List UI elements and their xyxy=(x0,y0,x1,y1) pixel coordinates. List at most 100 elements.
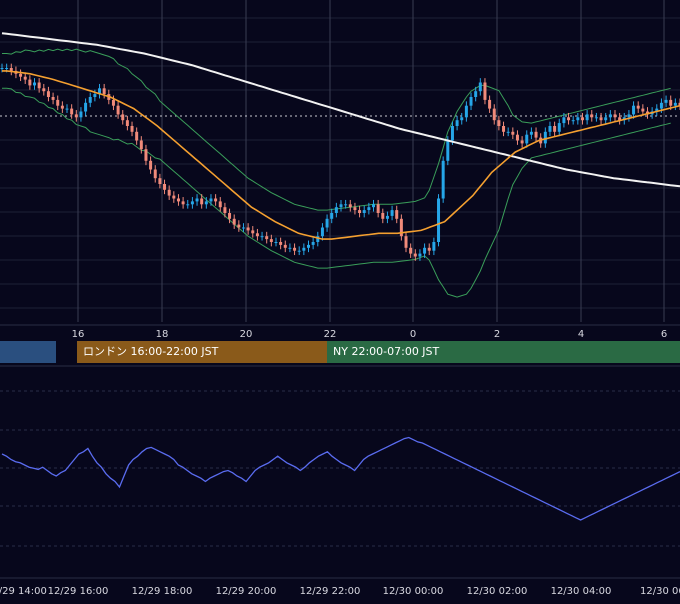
candle-body xyxy=(28,80,31,86)
oscillator-axis-tick-label: 12/30 02:00 xyxy=(467,586,528,597)
candle-body xyxy=(340,204,343,207)
oscillator-axis-tick-label: 12/29 16:00 xyxy=(48,586,109,597)
candle-body xyxy=(307,245,310,248)
bollinger-upper xyxy=(2,49,671,210)
candle-body xyxy=(391,210,394,216)
candle-body xyxy=(507,132,510,133)
candle-body xyxy=(627,114,630,117)
oscillator-axis-tick-label: 12/29 14:00 xyxy=(0,586,47,597)
candle-body xyxy=(381,213,384,219)
price-axis-tick-label: 20 xyxy=(240,329,253,340)
candle-body xyxy=(209,199,212,202)
candle-body xyxy=(168,190,171,196)
candle-body xyxy=(223,207,226,213)
candle-body xyxy=(353,207,356,210)
candle-body xyxy=(131,126,134,132)
price-axis-tick-label: 6 xyxy=(661,329,667,340)
candle-body xyxy=(395,210,398,219)
candle-body xyxy=(548,126,551,132)
candle-body xyxy=(205,201,208,204)
candle-body xyxy=(10,68,13,71)
candle-body xyxy=(214,199,217,202)
oscillator-series xyxy=(2,438,680,521)
candle-body xyxy=(613,114,616,117)
candle-body xyxy=(321,228,324,237)
candle-body xyxy=(409,248,412,254)
candle-body xyxy=(19,74,22,77)
candle-body xyxy=(511,132,514,135)
candle-body xyxy=(330,213,333,219)
candle-body xyxy=(75,114,78,117)
candle-body xyxy=(219,201,222,207)
candle-body xyxy=(261,236,264,237)
candle-body xyxy=(293,248,296,251)
candle-body xyxy=(660,103,663,109)
candle-body xyxy=(558,123,561,132)
candle-body xyxy=(483,83,486,100)
candle-body xyxy=(112,100,115,106)
candle-body xyxy=(42,88,45,91)
candle-body xyxy=(665,100,668,103)
candle-body xyxy=(270,239,273,242)
candle-body xyxy=(1,68,4,69)
oscillator-line xyxy=(2,438,680,521)
candle-body xyxy=(451,126,454,141)
candle-body xyxy=(414,254,417,257)
candle-body xyxy=(61,106,64,109)
oscillator-axis-tick-label: 12/29 22:00 xyxy=(300,586,361,597)
candle-body xyxy=(530,132,533,135)
session-bar-london: ロンドン 16:00-22:00 JST xyxy=(77,341,327,363)
candle-body xyxy=(632,106,635,115)
oscillator-axis-tick-label: 12/30 00:00 xyxy=(383,586,444,597)
candle-body xyxy=(154,170,157,179)
candle-body xyxy=(595,117,598,118)
candle-body xyxy=(52,97,55,100)
candle-body xyxy=(432,242,435,251)
candle-body xyxy=(372,204,375,207)
candle-body xyxy=(279,242,282,245)
candle-body xyxy=(521,141,524,144)
candle-body xyxy=(377,204,380,213)
candle-body xyxy=(117,106,120,115)
candle-body xyxy=(186,204,189,205)
candle-body xyxy=(641,109,644,112)
candle-body xyxy=(335,207,338,213)
candle-body xyxy=(479,83,482,92)
candle-body xyxy=(405,236,408,248)
candle-body xyxy=(465,106,468,118)
candle-body xyxy=(163,184,166,190)
candle-body xyxy=(149,161,152,170)
candle-body xyxy=(79,112,82,118)
candle-body xyxy=(428,248,431,251)
candle-body xyxy=(581,117,584,120)
candle-body xyxy=(586,114,589,120)
price-axis-tick-label: 22 xyxy=(324,329,337,340)
candle-body xyxy=(302,248,305,251)
candle-body xyxy=(497,120,500,126)
candle-body xyxy=(158,178,161,184)
candle-body xyxy=(237,225,240,228)
candle-body xyxy=(600,117,603,120)
candle-body xyxy=(572,120,575,121)
candle-body xyxy=(442,161,445,199)
candle-body xyxy=(363,210,366,213)
candle-body xyxy=(669,100,672,106)
candle-body xyxy=(182,201,185,204)
candle-body xyxy=(288,248,291,249)
candle-body xyxy=(33,83,36,86)
candle-body xyxy=(200,199,203,205)
price-grid xyxy=(0,0,680,322)
candle-body xyxy=(233,219,236,225)
candle-body xyxy=(140,141,143,150)
candle-body xyxy=(56,100,59,106)
candle-body xyxy=(609,114,612,117)
candle-body xyxy=(437,199,440,243)
candle-body xyxy=(326,219,329,228)
candle-body xyxy=(70,109,73,115)
oscillator-axis-tick-label: 12/29 20:00 xyxy=(216,586,277,597)
price-axis-tick-label: 16 xyxy=(72,329,85,340)
